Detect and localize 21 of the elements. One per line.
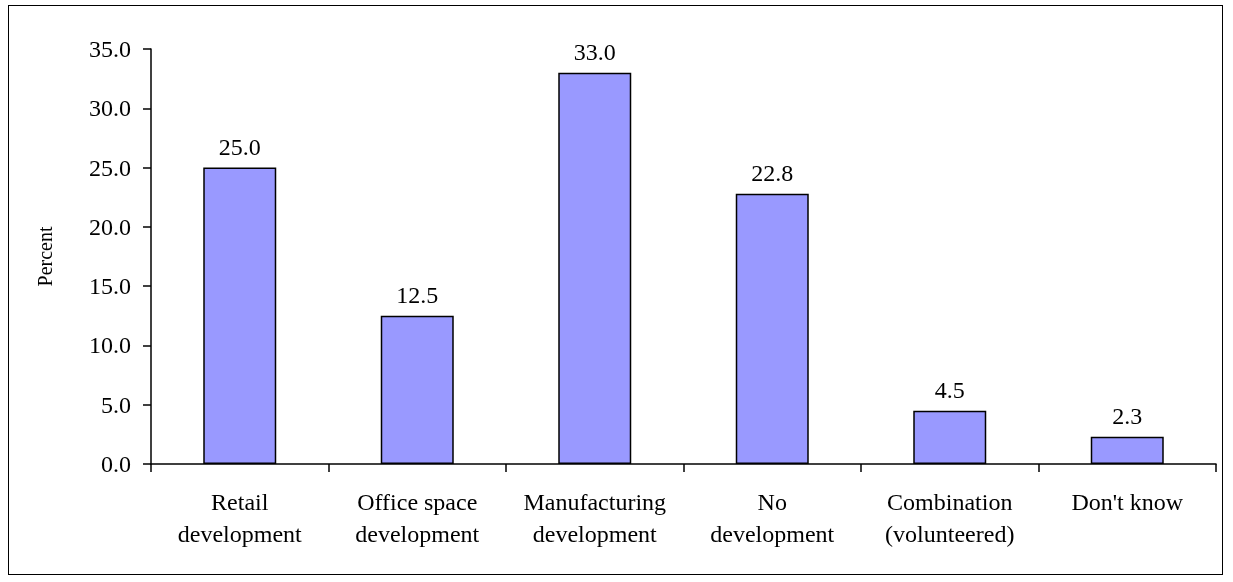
x-tick-label: Retail development bbox=[177, 489, 303, 547]
y-tick-label: 15.0 bbox=[89, 273, 131, 300]
data-label: 4.5 bbox=[934, 376, 965, 403]
y-tick-label: 20.0 bbox=[89, 213, 131, 240]
x-tick-label: No development bbox=[710, 489, 835, 547]
y-tick-label: 35.0 bbox=[89, 36, 131, 62]
y-axis-title: Percent bbox=[34, 226, 56, 287]
x-tick-label: Office space development bbox=[355, 489, 480, 547]
y-tick-label: 30.0 bbox=[89, 95, 131, 122]
data-label: 22.8 bbox=[751, 159, 794, 186]
x-tick-label: Combination (volunteered) bbox=[885, 489, 1015, 547]
data-label: 2.3 bbox=[1112, 402, 1143, 429]
y-tick-label: 10.0 bbox=[89, 332, 131, 359]
y-tick-label: 0.0 bbox=[101, 451, 131, 477]
x-tick-label: Don't know bbox=[1071, 489, 1184, 515]
x-tick-label: Manufacturing development bbox=[523, 489, 667, 547]
y-tick-label: 25.0 bbox=[89, 154, 131, 181]
data-label: 25.0 bbox=[218, 133, 261, 160]
y-tick-label: 5.0 bbox=[101, 391, 131, 418]
data-label: 12.5 bbox=[396, 281, 439, 308]
data-label: 33.0 bbox=[573, 38, 616, 65]
